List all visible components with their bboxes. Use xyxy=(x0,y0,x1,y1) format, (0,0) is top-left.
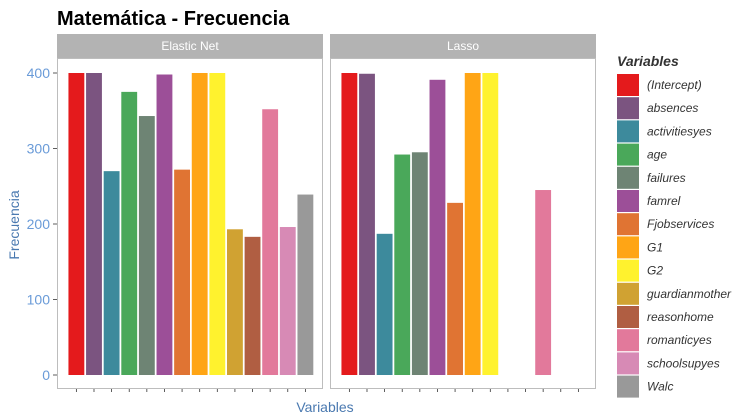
y-axis: 0 100 200 300 400 xyxy=(27,65,57,383)
y-axis-title: Frecuencia xyxy=(6,190,22,259)
bar-elastic-net-activitiesyes xyxy=(103,171,120,375)
bar-lasso-romanticyes xyxy=(535,190,552,375)
bar-elastic-net-romanticyes xyxy=(262,109,279,376)
legend-item-fjobservices: Fjobservices xyxy=(617,213,714,236)
legend-swatch xyxy=(617,329,639,352)
bar-elastic-net-g2 xyxy=(209,73,226,375)
bar-elastic-net-failures xyxy=(138,116,155,375)
strip-elastic-net xyxy=(57,34,323,58)
legend-label: schoolsupyes xyxy=(647,356,720,370)
legend-item-age: age xyxy=(617,143,667,166)
y-tick-label: 0 xyxy=(42,367,50,383)
legend-swatch xyxy=(617,282,639,305)
bar-lasso-g1 xyxy=(464,73,481,375)
bar-elastic-net-age xyxy=(121,91,138,375)
bar-elastic-net-guardianmother xyxy=(226,229,243,375)
bar-elastic-net-intercept xyxy=(68,73,85,375)
bar-lasso-absences xyxy=(359,73,375,375)
legend-item-g2: G2 xyxy=(617,259,663,282)
legend-item-activitiesyes: activitiesyes xyxy=(617,120,712,143)
strip-label-elastic-net: Elastic Net xyxy=(161,39,219,53)
bar-lasso-failures xyxy=(411,152,428,375)
legend-item-walc: Walc xyxy=(617,375,673,398)
bar-elastic-net-absences xyxy=(86,73,102,375)
x-axis-title: Variables xyxy=(296,399,353,415)
legend-title: Variables xyxy=(617,53,679,69)
legend-swatch xyxy=(617,120,639,143)
legend-label: Walc xyxy=(647,380,673,394)
legend-item-reasonhome: reasonhome xyxy=(617,306,714,328)
y-tick-label: 100 xyxy=(27,292,51,308)
panel-lasso: Lasso xyxy=(330,34,596,392)
y-tick-label: 300 xyxy=(27,141,51,157)
strip-label-lasso: Lasso xyxy=(447,39,479,53)
panel-elastic-net: Elastic Net xyxy=(57,34,323,392)
legend-label: activitiesyes xyxy=(647,124,712,138)
legend-item-intercept: (Intercept) xyxy=(617,74,702,96)
legend: Variables (Intercept) absences activitiesy… xyxy=(617,53,732,398)
legend-item-absences: absences xyxy=(617,97,698,120)
legend-item-g1: G1 xyxy=(617,236,663,259)
bar-lasso-intercept xyxy=(341,73,358,375)
bar-elastic-net-g1 xyxy=(191,73,208,375)
legend-label: (Intercept) xyxy=(647,78,702,92)
bar-elastic-net-reasonhome xyxy=(244,236,261,375)
legend-label: romanticyes xyxy=(647,333,712,347)
legend-label: guardianmother xyxy=(647,287,732,301)
legend-item-romanticyes: romanticyes xyxy=(617,329,712,352)
legend-swatch xyxy=(617,143,639,166)
legend-swatch xyxy=(617,352,639,375)
bar-lasso-famrel xyxy=(429,79,446,376)
strip-lasso xyxy=(330,34,596,58)
legend-label: absences xyxy=(647,101,698,115)
legend-swatch xyxy=(617,236,639,259)
legend-label: G1 xyxy=(647,240,663,254)
y-tick-label: 200 xyxy=(27,216,51,232)
bar-lasso-age xyxy=(394,154,411,375)
legend-swatch xyxy=(617,375,639,398)
bar-lasso-g2 xyxy=(482,73,499,375)
chart-title: Matemática - Frecuencia xyxy=(57,8,290,30)
bar-elastic-net-schoolsupyes xyxy=(279,227,296,375)
legend-swatch xyxy=(617,190,639,212)
legend-label: failures xyxy=(647,171,686,185)
legend-item-schoolsupyes: schoolsupyes xyxy=(617,352,720,375)
legend-label: Fjobservices xyxy=(647,217,714,231)
legend-label: G2 xyxy=(647,264,663,278)
legend-label: famrel xyxy=(647,194,681,208)
bar-elastic-net-walc xyxy=(297,194,314,375)
legend-swatch xyxy=(617,213,639,236)
legend-swatch xyxy=(617,259,639,282)
legend-label: age xyxy=(647,148,667,162)
y-tick-label: 400 xyxy=(27,65,51,81)
legend-swatch xyxy=(617,97,639,120)
legend-swatch xyxy=(617,74,639,96)
legend-item-guardianmother: guardianmother xyxy=(617,282,732,305)
bar-elastic-net-fjobservices xyxy=(174,169,190,375)
legend-item-famrel: famrel xyxy=(617,190,681,212)
bar-lasso-fjobservices xyxy=(447,202,463,375)
bar-elastic-net-famrel xyxy=(156,74,173,375)
facet-panels: Elastic Net Lasso xyxy=(57,34,596,392)
legend-swatch xyxy=(617,306,639,328)
bar-lasso-activitiesyes xyxy=(376,233,393,375)
legend-label: reasonhome xyxy=(647,310,714,324)
legend-item-failures: failures xyxy=(617,166,686,189)
legend-swatch xyxy=(617,166,639,189)
